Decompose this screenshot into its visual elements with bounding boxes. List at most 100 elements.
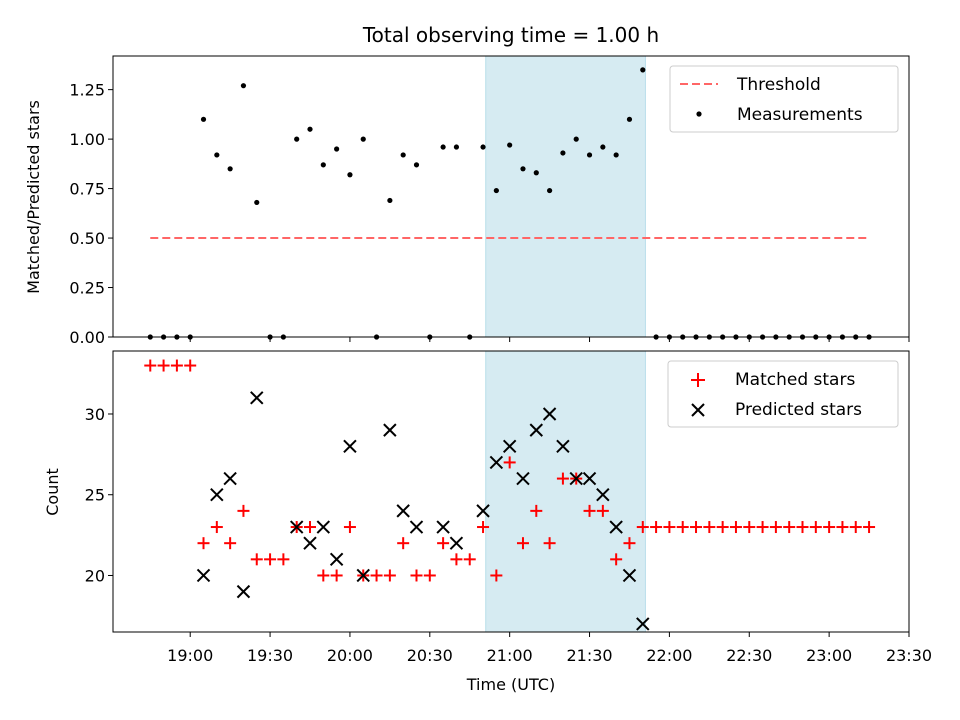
matched-star-point <box>556 472 569 485</box>
matched-star-point <box>423 569 436 582</box>
matched-star-point <box>237 504 250 517</box>
predicted-star-point <box>396 504 410 518</box>
measurement-point <box>214 152 220 158</box>
measurement-point <box>200 116 207 122</box>
predicted-star-point <box>502 439 517 453</box>
predicted-star-point <box>303 536 317 550</box>
measurement-point <box>360 136 366 142</box>
figure-title: Total observing time = 1.00 h <box>362 23 659 47</box>
matched-star-point <box>610 553 623 566</box>
predicted-star-point <box>636 617 650 631</box>
x-axis-label: Time (UTC) <box>466 675 555 694</box>
matched-star-point <box>676 521 689 534</box>
measurement-point <box>413 162 420 168</box>
bottom-legend: Matched stars Predicted stars <box>667 360 899 428</box>
top-y-tick-label: 1.25 <box>69 81 105 100</box>
predicted-star-point <box>436 520 450 534</box>
matched-star-point <box>157 359 170 372</box>
matched-star-point <box>144 359 157 372</box>
matched-star-point <box>370 569 383 582</box>
predicted-star-point <box>223 471 237 486</box>
legend-predicted-swatch <box>691 403 705 417</box>
measurement-point <box>254 199 260 206</box>
measurement-point <box>227 166 233 172</box>
matched-star-point <box>250 553 263 566</box>
x-tick-label: 23:00 <box>806 646 852 665</box>
matched-star-point <box>703 521 716 534</box>
measurement-point <box>307 126 313 132</box>
matched-star-point <box>623 537 636 550</box>
bottom-legend-box <box>667 360 899 428</box>
predicted-star-point <box>289 520 304 534</box>
matched-star-point <box>450 553 463 566</box>
top-y-tick-label: 0.50 <box>69 229 105 248</box>
matched-star-point <box>636 521 649 534</box>
measurement-point <box>520 166 526 172</box>
bottom-y-tick-label: 30 <box>85 405 105 424</box>
measurement-point <box>613 152 619 158</box>
matched-star-point <box>330 569 343 582</box>
x-tick-label: 19:30 <box>247 646 293 665</box>
matched-star-point <box>197 537 210 550</box>
bottom-y-tick-label: 20 <box>85 566 105 585</box>
predicted-star-point <box>236 584 251 599</box>
matched-star-point <box>729 521 742 534</box>
measurement-point <box>560 150 566 156</box>
measurement-point <box>294 136 300 142</box>
bottom-y-axis-label: Count <box>43 468 62 516</box>
measurement-point <box>387 197 393 204</box>
matched-star-point <box>836 521 849 534</box>
predicted-star-point <box>356 568 370 583</box>
top-y-tick-label: 0.00 <box>69 328 105 347</box>
matched-star-point <box>650 521 663 534</box>
predicted-star-point <box>569 471 583 486</box>
matched-star-point <box>304 521 317 534</box>
matched-star-point <box>663 521 676 534</box>
measurement-point <box>626 116 633 122</box>
matched-star-point <box>809 521 822 534</box>
matched-star-point <box>583 504 596 517</box>
measurement-point <box>573 136 579 142</box>
matched-star-point <box>224 537 237 550</box>
measurement-point <box>240 83 247 89</box>
top-observing-window <box>485 55 646 338</box>
matched-star-point <box>690 521 703 534</box>
predicted-star-point <box>210 488 224 502</box>
predicted-star-point <box>556 439 570 453</box>
top-y-axis-label: Matched/Predicted stars <box>24 100 43 294</box>
matched-star-point <box>264 553 277 566</box>
x-tick-label: 23:30 <box>886 646 932 665</box>
predicted-star-point <box>383 423 397 437</box>
predicted-star-point <box>609 520 623 534</box>
measurement-point <box>600 144 606 150</box>
predicted-star-point <box>343 439 357 453</box>
matched-star-point <box>437 537 450 550</box>
measurement-point <box>547 187 553 194</box>
predicted-star-point <box>622 568 637 583</box>
x-tick-label: 20:00 <box>327 646 373 665</box>
predicted-star-point <box>582 471 597 486</box>
matched-star-point <box>410 569 423 582</box>
legend-matched-swatch <box>691 373 705 387</box>
matched-star-point <box>543 537 556 550</box>
top-y-tick-label: 0.25 <box>69 279 105 298</box>
legend-measurements-label: Measurements <box>737 105 863 125</box>
measurement-point <box>586 152 593 158</box>
predicted-star-point <box>542 407 557 421</box>
matched-star-point <box>490 569 503 582</box>
top-y-tick-label: 0.75 <box>69 180 105 199</box>
matched-star-point <box>210 521 223 534</box>
legend-threshold-label: Threshold <box>736 75 821 95</box>
matched-star-point <box>277 553 290 566</box>
measurement-point <box>493 187 499 194</box>
measurement-point <box>533 170 539 176</box>
predicted-star-point <box>529 423 543 437</box>
top-legend-box <box>669 65 899 133</box>
measurement-point <box>347 172 353 178</box>
legend-matched-label: Matched stars <box>735 370 855 390</box>
top-axes-frame <box>112 55 910 338</box>
measurement-point <box>334 146 340 152</box>
matched-star-point <box>743 521 756 534</box>
predicted-star-point <box>316 520 331 534</box>
bottom-panel: 20 25 30 19:00 19:30 20:00 20:30 21:00 21:30 22:… <box>43 350 932 694</box>
